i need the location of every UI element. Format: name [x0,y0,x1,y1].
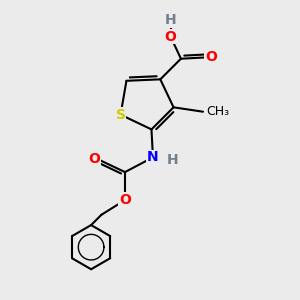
Text: H: H [165,14,176,27]
Text: N: N [147,150,159,164]
Text: O: O [88,152,100,166]
Text: O: O [165,30,176,44]
Text: H: H [166,153,178,167]
Text: S: S [116,108,126,122]
Text: CH₃: CH₃ [206,105,229,118]
Text: O: O [119,193,131,207]
Text: O: O [205,50,217,64]
